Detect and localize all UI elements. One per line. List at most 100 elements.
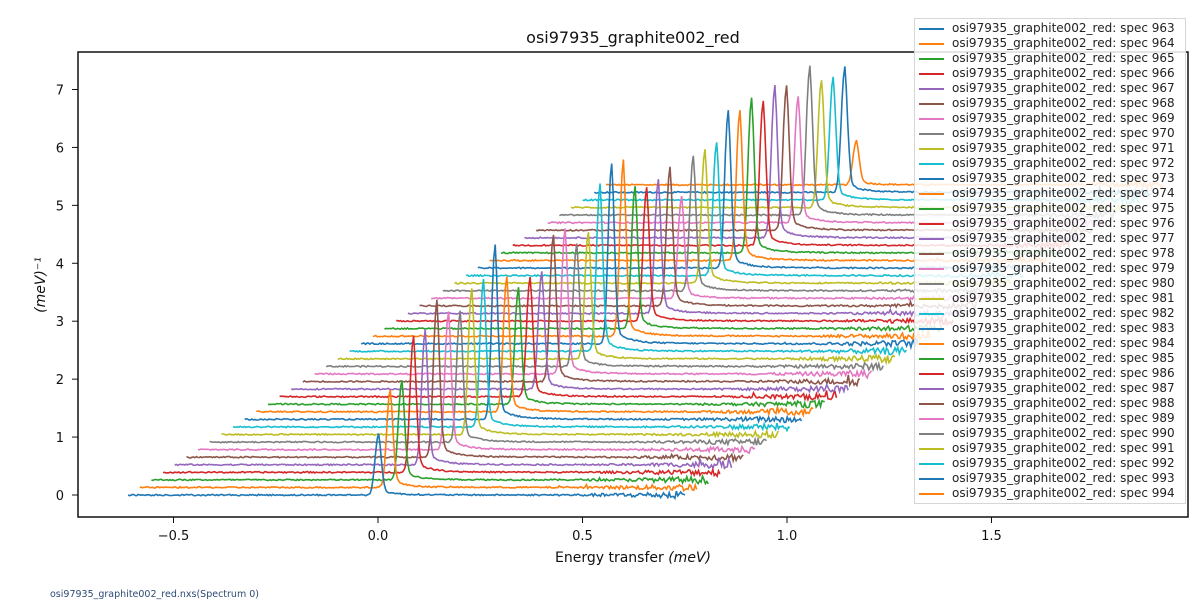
legend-line-icon <box>919 297 944 300</box>
legend-entry[interactable]: osi97935_graphite002_red: spec 976 <box>919 216 1175 231</box>
legend-entry[interactable]: osi97935_graphite002_red: spec 974 <box>919 186 1175 201</box>
legend-label: osi97935_graphite002_red: spec 991 <box>952 441 1175 455</box>
legend-entry[interactable]: osi97935_graphite002_red: spec 975 <box>919 201 1175 216</box>
legend-line-icon <box>919 477 944 480</box>
legend-entry[interactable]: osi97935_graphite002_red: spec 985 <box>919 351 1175 366</box>
y-axis-label: (meV)⁻¹ <box>33 257 49 313</box>
spectrum-line-15 <box>302 234 861 388</box>
x-tick-label: 1.0 <box>777 529 798 544</box>
legend-entry[interactable]: osi97935_graphite002_red: spec 994 <box>919 486 1175 501</box>
legend-entry[interactable]: osi97935_graphite002_red: spec 970 <box>919 126 1175 141</box>
legend-entry[interactable]: osi97935_graphite002_red: spec 987 <box>919 381 1175 396</box>
legend-entry[interactable]: osi97935_graphite002_red: spec 993 <box>919 471 1175 486</box>
legend-entry[interactable]: osi97935_graphite002_red: spec 991 <box>919 441 1175 456</box>
spectrum-line-10 <box>244 244 803 424</box>
legend-entry[interactable]: osi97935_graphite002_red: spec 973 <box>919 171 1175 186</box>
x-tick-label: −0.5 <box>158 529 190 544</box>
legend-label: osi97935_graphite002_red: spec 993 <box>952 471 1175 485</box>
spectrum-line-17 <box>325 243 884 373</box>
axes-frame <box>77 51 1189 518</box>
legend-label: osi97935_graphite002_red: spec 983 <box>952 321 1175 335</box>
legend-label: osi97935_graphite002_red: spec 985 <box>952 351 1175 365</box>
legend-entry[interactable]: osi97935_graphite002_red: spec 981 <box>919 291 1175 306</box>
legend-line-icon <box>919 252 944 255</box>
legend-line-icon <box>919 342 944 345</box>
legend-entry[interactable]: osi97935_graphite002_red: spec 979 <box>919 261 1175 276</box>
legend-label: osi97935_graphite002_red: spec 972 <box>952 156 1175 170</box>
legend-entry[interactable]: osi97935_graphite002_red: spec 980 <box>919 276 1175 291</box>
legend-label: osi97935_graphite002_red: spec 981 <box>952 291 1175 305</box>
legend-label: osi97935_graphite002_red: spec 968 <box>952 96 1175 110</box>
legend-entry[interactable]: osi97935_graphite002_red: spec 984 <box>919 336 1175 351</box>
spectrum-line-21 <box>372 159 931 342</box>
spectrum-line-24 <box>407 179 966 319</box>
legend-entry[interactable]: osi97935_graphite002_red: spec 978 <box>919 246 1175 261</box>
y-tick-label: 2 <box>56 373 64 388</box>
legend-entry[interactable]: osi97935_graphite002_red: spec 988 <box>919 396 1175 411</box>
y-axis: 0 1 2 3 4 5 6 7 <box>56 83 78 504</box>
spectrum-line-2 <box>151 380 709 486</box>
legend-label: osi97935_graphite002_red: spec 986 <box>952 366 1175 380</box>
legend-entry[interactable]: osi97935_graphite002_red: spec 983 <box>919 321 1175 336</box>
legend-line-icon <box>919 162 944 165</box>
legend-entry[interactable]: osi97935_graphite002_red: spec 971 <box>919 141 1175 156</box>
legend-line-icon <box>919 462 944 465</box>
legend-entry[interactable]: osi97935_graphite002_red: spec 992 <box>919 456 1175 471</box>
y-tick-label: 7 <box>56 83 64 98</box>
legend-line-icon <box>919 282 944 285</box>
legend-label: osi97935_graphite002_red: spec 970 <box>952 126 1175 140</box>
legend-entry[interactable]: osi97935_graphite002_red: spec 968 <box>919 96 1175 111</box>
legend-entry[interactable]: osi97935_graphite002_red: spec 986 <box>919 366 1175 381</box>
legend-label: osi97935_graphite002_red: spec 975 <box>952 201 1175 215</box>
legend-line-icon <box>919 57 944 60</box>
legend-line-icon <box>919 237 944 240</box>
legend-entry[interactable]: osi97935_graphite002_red: spec 989 <box>919 411 1175 426</box>
chart-title: osi97935_graphite002_red <box>526 28 740 48</box>
spectrum-line-0 <box>127 433 686 501</box>
legend-entry[interactable]: osi97935_graphite002_red: spec 967 <box>919 81 1175 96</box>
legend-label: osi97935_graphite002_red: spec 982 <box>952 306 1175 320</box>
legend-entry[interactable]: osi97935_graphite002_red: spec 966 <box>919 66 1175 81</box>
legend-entry[interactable]: osi97935_graphite002_red: spec 977 <box>919 231 1175 246</box>
spectrum-line-14 <box>290 271 849 395</box>
legend-label: osi97935_graphite002_red: spec 994 <box>952 486 1175 500</box>
legend-label: osi97935_graphite002_red: spec 965 <box>952 51 1175 65</box>
y-tick-label: 3 <box>56 315 64 330</box>
spectrum-line-23 <box>396 187 954 327</box>
y-tick-label: 6 <box>56 141 64 156</box>
legend-line-icon <box>919 372 944 375</box>
legend[interactable]: osi97935_graphite002_red: spec 963 osi979… <box>914 18 1186 504</box>
y-tick-label: 1 <box>56 431 64 446</box>
legend-label: osi97935_graphite002_red: spec 966 <box>952 66 1175 80</box>
status-text: osi97935_graphite002_red.nxs(Spectrum 0) <box>50 589 259 600</box>
spectrum-line-22 <box>384 186 943 334</box>
legend-entry[interactable]: osi97935_graphite002_red: spec 969 <box>919 111 1175 126</box>
legend-label: osi97935_graphite002_red: spec 964 <box>952 36 1175 50</box>
legend-line-icon <box>919 357 944 360</box>
legend-label: osi97935_graphite002_red: spec 967 <box>952 81 1175 95</box>
x-axis: −0.5 0.0 0.5 1.0 1.5 <box>158 517 1002 544</box>
x-axis-label: Energy transfer (meV) <box>555 550 711 566</box>
legend-label: osi97935_graphite002_red: spec 977 <box>952 231 1175 245</box>
spectrum-line-19 <box>349 183 908 357</box>
spectrum-line-26 <box>430 195 989 304</box>
spectrum-line-18 <box>337 232 896 366</box>
spectrum-line-4 <box>174 329 733 470</box>
legend-entry[interactable]: osi97935_graphite002_red: spec 963 <box>919 21 1175 36</box>
y-tick-label: 5 <box>56 199 64 214</box>
legend-line-icon <box>919 72 944 75</box>
spectrum-line-13 <box>279 276 838 403</box>
spectrum-line-6 <box>197 311 756 455</box>
legend-line-icon <box>919 27 944 30</box>
legend-line-icon <box>919 42 944 45</box>
legend-entry[interactable]: osi97935_graphite002_red: spec 990 <box>919 426 1175 441</box>
legend-entry[interactable]: osi97935_graphite002_red: spec 982 <box>919 306 1175 321</box>
spectrum-line-25 <box>419 166 978 311</box>
spectrum-line-7 <box>209 310 768 447</box>
legend-line-icon <box>919 447 944 450</box>
legend-entry[interactable]: osi97935_graphite002_red: spec 965 <box>919 51 1175 66</box>
y-tick-label: 4 <box>56 257 64 272</box>
legend-label: osi97935_graphite002_red: spec 992 <box>952 456 1175 470</box>
legend-entry[interactable]: osi97935_graphite002_red: spec 972 <box>919 156 1175 171</box>
legend-entry[interactable]: osi97935_graphite002_red: spec 964 <box>919 36 1175 51</box>
